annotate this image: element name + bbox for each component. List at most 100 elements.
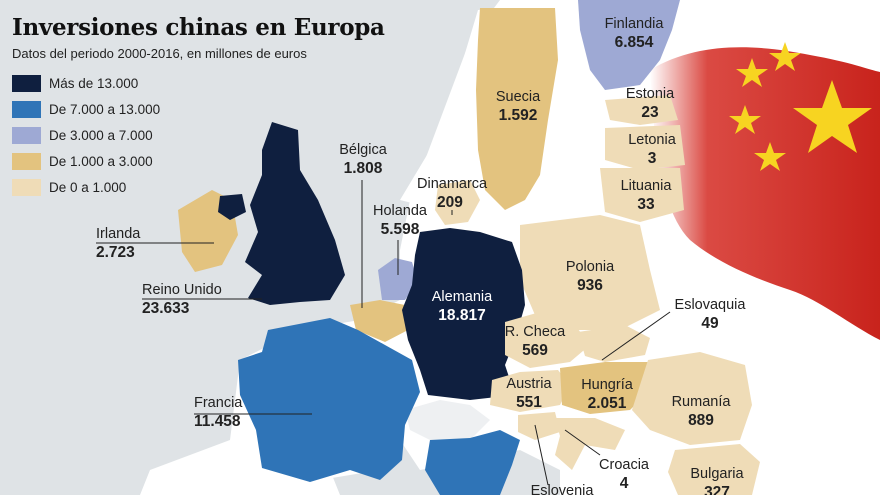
country-austria <box>490 370 570 412</box>
country-rumania <box>632 352 752 445</box>
country-value: 569 <box>522 342 548 359</box>
country-name: Austria <box>506 376 552 392</box>
label-alemania: Alemania 18.817 <box>420 289 504 325</box>
country-name: Bélgica <box>339 142 387 158</box>
legend-swatch <box>12 153 41 170</box>
country-name: R. Checa <box>504 324 566 340</box>
country-name: Francia <box>194 395 243 411</box>
country-lituania <box>600 168 684 222</box>
country-francia <box>238 318 420 482</box>
country-name: Eslovenia <box>530 483 594 495</box>
label-croacia: Croacia 4 <box>594 457 654 493</box>
label-rumania: Rumanía 889 <box>664 394 738 430</box>
legend-label: De 7.000 a 13.000 <box>49 102 161 117</box>
country-dinamarca <box>435 180 480 225</box>
country-value: 23 <box>641 104 659 121</box>
country-belgica <box>350 300 408 342</box>
country-name: Finlandia <box>604 16 664 32</box>
leader-eslovaquia <box>601 311 671 361</box>
country-reino-unido-ni <box>218 194 246 220</box>
label-bulgaria: Bulgaria 327 <box>680 466 754 495</box>
country-value: 6.854 <box>614 34 654 51</box>
country-value: 2.723 <box>96 244 135 261</box>
country-value: 18.817 <box>438 307 486 324</box>
legend-label: De 0 a 1.000 <box>49 180 127 195</box>
country-value: 33 <box>637 196 655 213</box>
country-reino-unido <box>245 122 345 305</box>
country-value: 936 <box>577 277 603 294</box>
flag-star-3 <box>729 105 761 134</box>
label-r-checa: R. Checa 569 <box>498 324 572 360</box>
country-value: 23.633 <box>142 300 190 317</box>
country-estonia <box>605 95 678 125</box>
country-value: 49 <box>701 315 719 332</box>
label-finlandia: Finlandia 6.854 <box>594 16 674 52</box>
label-reino-unido: Reino Unido 23.633 <box>142 282 222 318</box>
flag-star-1 <box>736 58 768 87</box>
country-value: 3 <box>647 150 657 167</box>
country-value: 1.808 <box>343 160 383 177</box>
label-eslovenia: Eslovenia <box>524 483 600 495</box>
country-name: Bulgaria <box>690 466 744 482</box>
country-name: Dinamarca <box>417 176 488 192</box>
label-lituania: Lituania 33 <box>606 178 686 214</box>
label-hungria: Hungría 2.051 <box>570 377 644 413</box>
leader-croacia <box>564 429 601 456</box>
country-croacia <box>555 418 625 470</box>
label-holanda: Holanda 5.598 <box>364 203 436 239</box>
country-name: Polonia <box>565 259 615 275</box>
country-name: Rumanía <box>671 394 731 410</box>
country-name: Reino Unido <box>142 282 222 298</box>
country-value: 327 <box>704 484 730 495</box>
country-value: 2.051 <box>587 395 627 412</box>
label-suecia: Suecia 1.592 <box>482 89 554 125</box>
country-italia <box>425 430 520 495</box>
leader-lines <box>96 180 671 486</box>
country-value: 11.458 <box>194 413 241 430</box>
country-value: 209 <box>437 194 463 211</box>
legend-label: De 3.000 a 7.000 <box>49 128 153 143</box>
country-letonia <box>605 125 685 170</box>
country-name: Irlanda <box>96 226 141 242</box>
label-austria: Austria 551 <box>498 376 560 412</box>
country-name: Suecia <box>495 89 541 105</box>
label-francia: Francia 11.458 <box>194 395 242 431</box>
country-name: Eslovaquia <box>674 297 746 313</box>
country-value: 1.592 <box>498 107 538 124</box>
country-value: 551 <box>516 394 542 411</box>
legend-swatch <box>12 75 41 92</box>
legend-label: De 1.000 a 3.000 <box>49 154 153 169</box>
country-value: 5.598 <box>380 221 420 238</box>
label-eslovaquia: Eslovaquia 49 <box>668 297 752 333</box>
legend-label: Más de 13.000 <box>49 76 139 91</box>
legend-swatch <box>12 101 41 118</box>
country-value: 889 <box>688 412 714 429</box>
page-subtitle: Datos del periodo 2000-2016, en millones… <box>12 46 307 61</box>
country-alemania <box>402 228 525 400</box>
page-title: Inversiones chinas en Europa <box>12 14 385 41</box>
label-letonia: Letonia 3 <box>612 132 692 168</box>
label-estonia: Estonia 23 <box>612 86 688 122</box>
flag-star-2 <box>769 42 801 71</box>
legend-swatch <box>12 127 41 144</box>
country-finlandia <box>578 0 680 90</box>
country-eslovenia <box>518 412 560 440</box>
country-name: Estonia <box>625 86 675 102</box>
country-holanda <box>378 258 418 300</box>
country-name: Hungría <box>581 377 633 393</box>
country-bulgaria <box>668 444 760 495</box>
country-polonia <box>520 215 660 330</box>
country-value: 4 <box>619 475 629 492</box>
country-name: Lituania <box>620 178 672 194</box>
land-alps <box>405 400 490 440</box>
label-polonia: Polonia 936 <box>552 259 628 295</box>
flag-star-big <box>793 80 872 153</box>
country-name: Alemania <box>431 289 493 305</box>
legend-swatch <box>12 179 41 196</box>
country-r-checa <box>505 312 590 368</box>
flag-stars <box>729 42 872 171</box>
country-name: Letonia <box>628 132 676 148</box>
label-irlanda: Irlanda 2.723 <box>96 226 140 262</box>
